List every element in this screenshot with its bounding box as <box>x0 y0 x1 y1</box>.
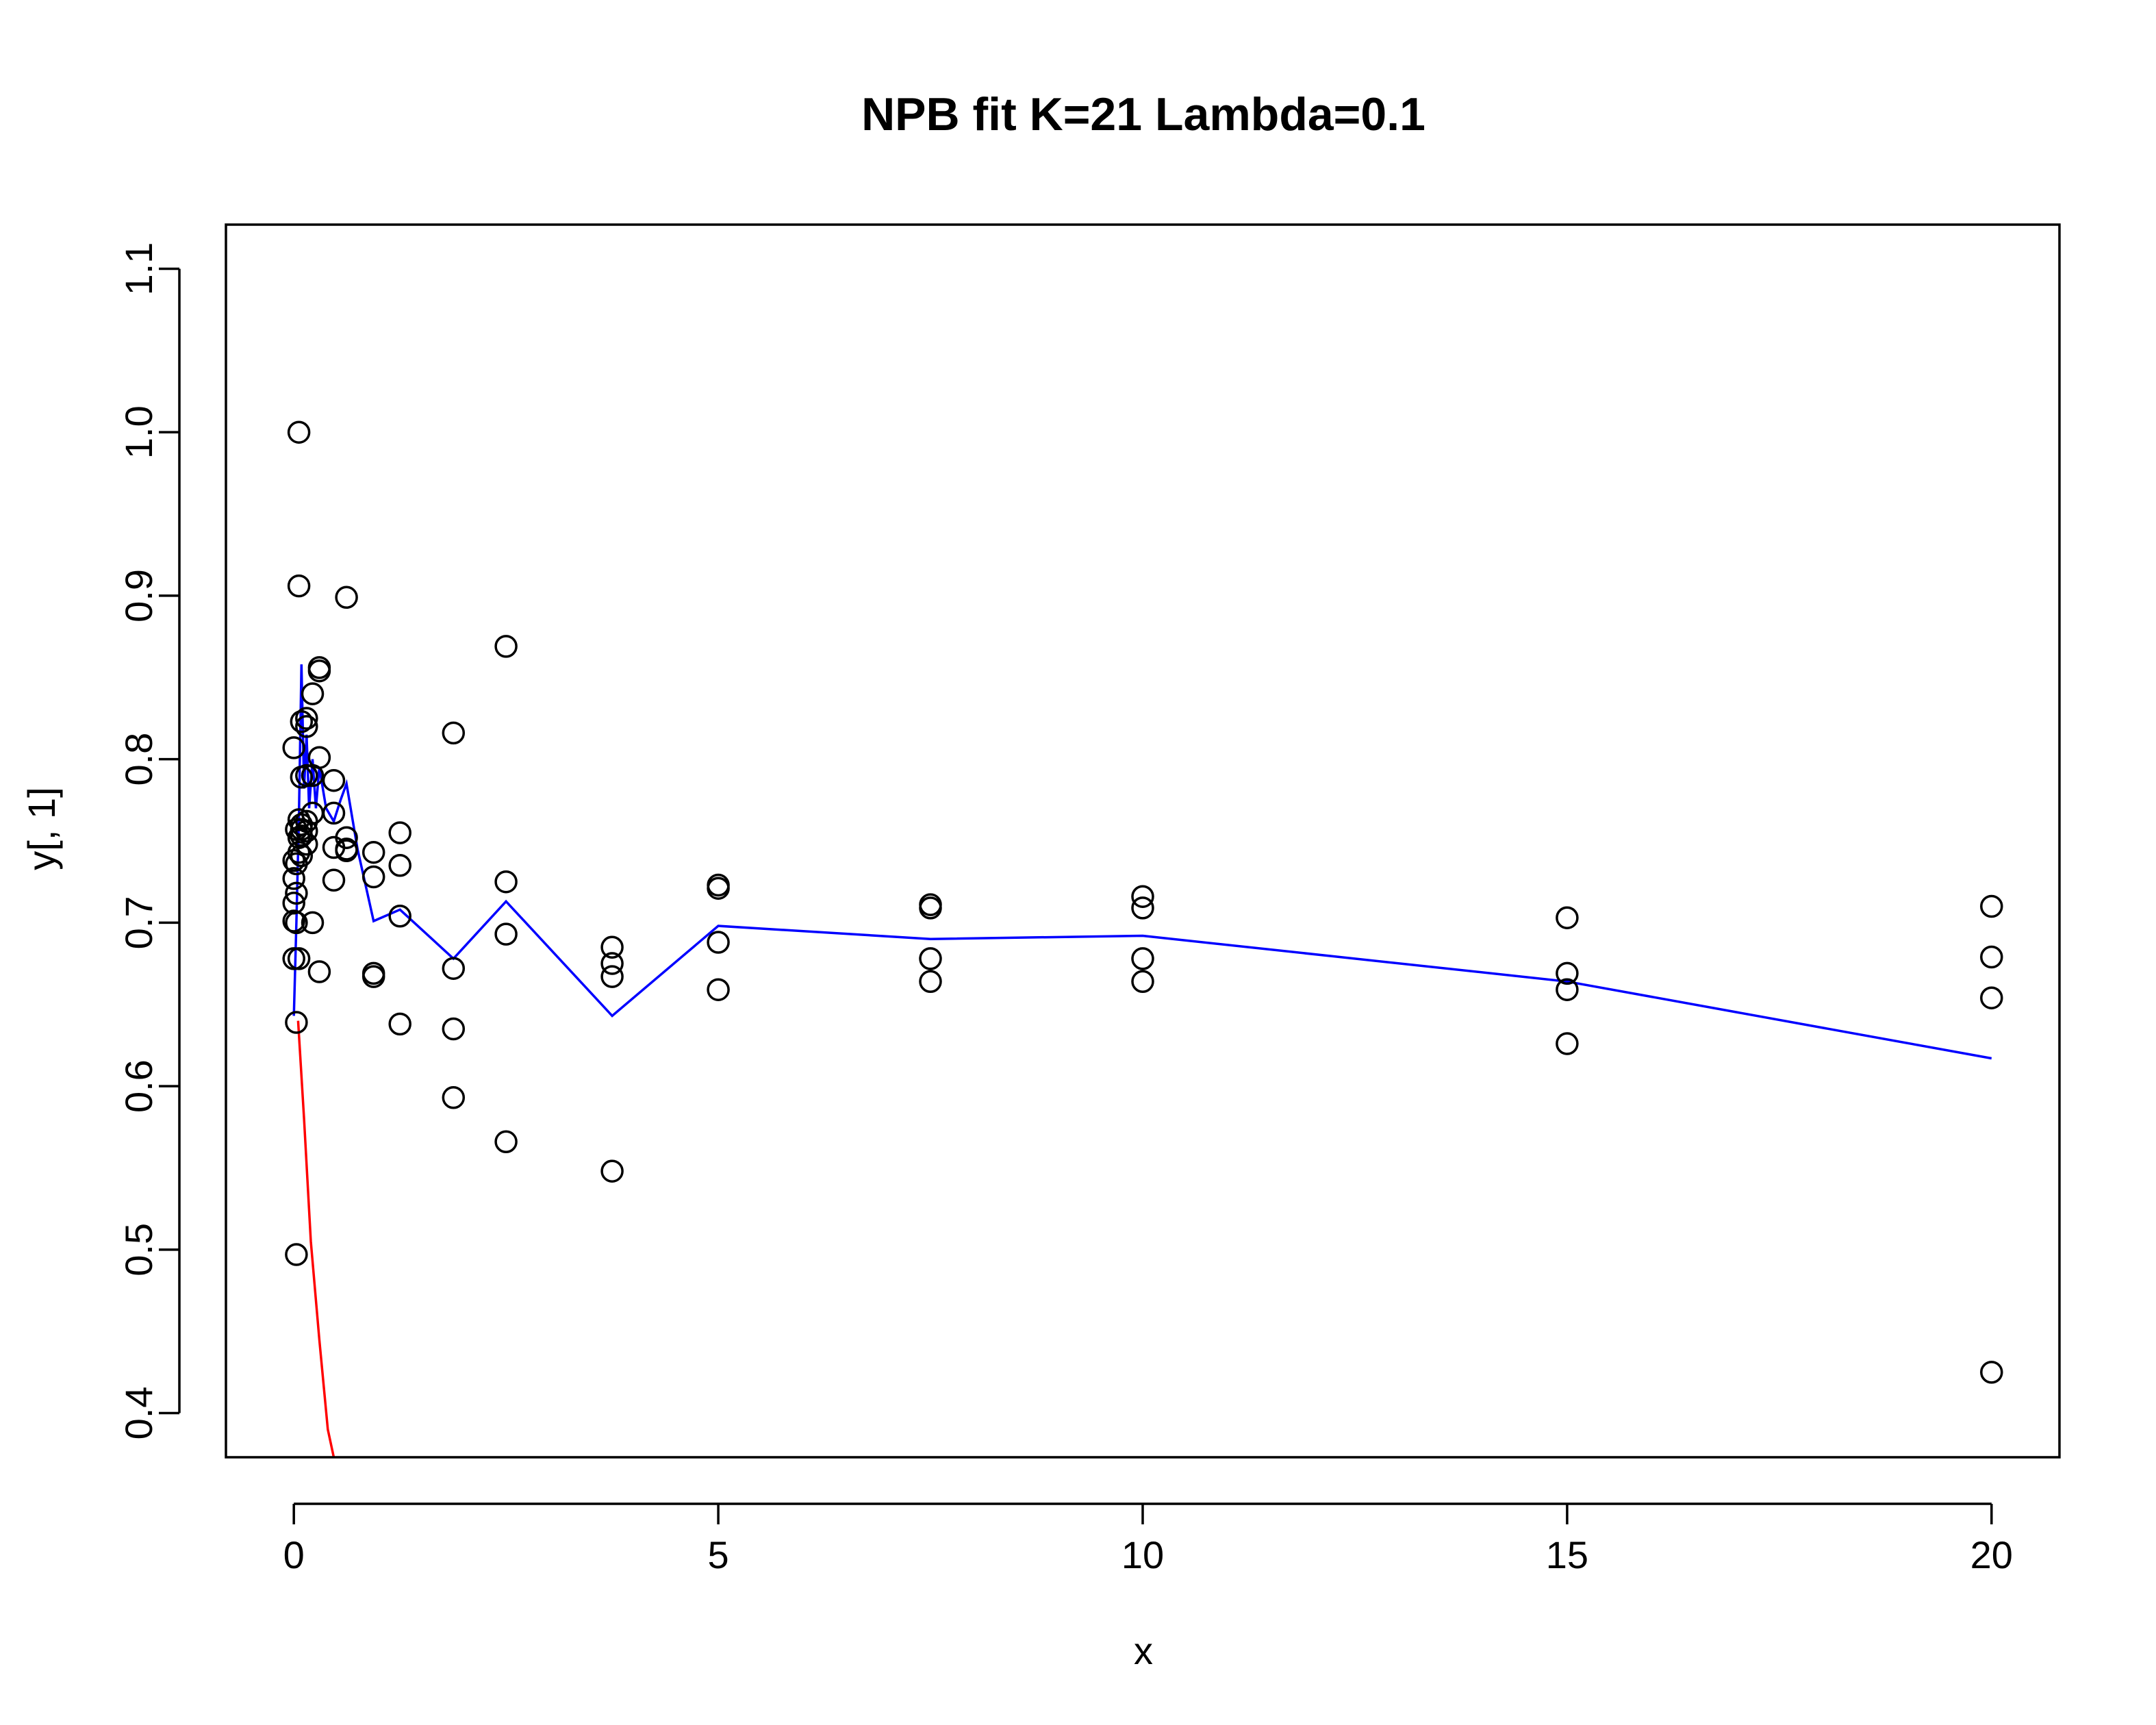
chart-title: NPB fit K=21 Lambda=0.1 <box>861 88 1425 140</box>
data-point <box>322 868 346 892</box>
data-point <box>1131 947 1154 970</box>
data-point <box>494 1130 518 1154</box>
data-point <box>1556 978 1579 1001</box>
data-point <box>919 896 942 920</box>
data-point <box>494 635 518 658</box>
data-point <box>919 970 942 994</box>
data-point <box>442 1017 466 1041</box>
data-point <box>285 881 308 905</box>
x-tick-label: 5 <box>708 1533 729 1576</box>
data-point <box>1980 1361 2003 1384</box>
data-point <box>307 960 331 983</box>
data-point <box>1131 970 1154 994</box>
data-point <box>301 911 325 935</box>
data-point <box>287 574 311 598</box>
x-tick-label: 20 <box>1970 1533 2013 1576</box>
data-point <box>1131 896 1154 920</box>
data-point <box>295 764 318 788</box>
data-point <box>290 709 314 733</box>
data-point <box>301 682 325 705</box>
data-point <box>362 865 385 889</box>
y-tick-label: 0.9 <box>117 569 160 622</box>
data-point <box>1556 1032 1579 1055</box>
data-point <box>388 905 411 928</box>
data-point <box>1131 885 1154 908</box>
data-point <box>362 965 385 988</box>
data-point <box>494 922 518 946</box>
data-point <box>287 420 311 444</box>
data-point <box>442 721 466 745</box>
data-point <box>282 736 305 759</box>
data-point <box>1980 986 2003 1009</box>
data-point <box>442 957 466 980</box>
data-point <box>600 952 624 975</box>
x-tick-label: 10 <box>1121 1533 1164 1576</box>
x-tick-label: 15 <box>1546 1533 1588 1576</box>
data-point <box>285 911 308 935</box>
data-point <box>307 659 331 683</box>
data-point <box>442 1086 466 1109</box>
data-point <box>388 1012 411 1036</box>
data-point <box>600 935 624 959</box>
y-tick-label: 1.0 <box>117 405 160 459</box>
data-point <box>362 840 385 864</box>
data-point <box>707 978 730 1001</box>
data-point <box>1980 945 2003 969</box>
data-point <box>707 931 730 954</box>
fit-line <box>292 664 1992 1060</box>
data-point <box>322 768 346 792</box>
data-point <box>295 715 318 738</box>
y-tick-label: 0.8 <box>117 733 160 786</box>
data-point <box>295 833 318 856</box>
data-point <box>388 854 411 877</box>
data-point <box>335 826 358 849</box>
data-point <box>494 870 518 894</box>
data-point <box>1556 906 1579 929</box>
data-point <box>295 707 318 730</box>
data-point <box>388 821 411 844</box>
y-tick-label: 0.4 <box>117 1387 160 1440</box>
data-point <box>285 1243 308 1266</box>
data-point <box>307 746 331 769</box>
y-tick-label: 1.1 <box>117 242 160 296</box>
data-point <box>287 840 311 864</box>
y-tick-label: 0.7 <box>117 896 160 949</box>
data-point <box>282 909 305 933</box>
x-axis-label: x <box>1134 1629 1153 1672</box>
y-tick-label: 0.6 <box>117 1059 160 1113</box>
y-tick-label: 0.5 <box>117 1223 160 1276</box>
data-point <box>287 947 311 970</box>
data-point <box>285 1011 308 1034</box>
data-point <box>600 1159 624 1183</box>
data-point <box>1556 961 1579 985</box>
x-tick-label: 0 <box>283 1533 305 1576</box>
data-point <box>335 839 358 863</box>
decay-line <box>296 1020 335 1457</box>
data-point <box>1980 894 2003 918</box>
data-point <box>919 947 942 970</box>
y-axis-label: y[, 1] <box>20 787 63 870</box>
data-point <box>322 801 346 825</box>
data-point <box>707 877 730 900</box>
data-point <box>600 965 624 988</box>
axes: 0 5 10 15 20 0.4 0.5 0.6 0.7 0.8 0.9 1.0 1.1 <box>117 242 2013 1576</box>
data-point <box>282 867 305 890</box>
plot-frame <box>225 223 2061 1459</box>
data-point <box>335 586 358 609</box>
plot-area <box>282 420 2003 1457</box>
